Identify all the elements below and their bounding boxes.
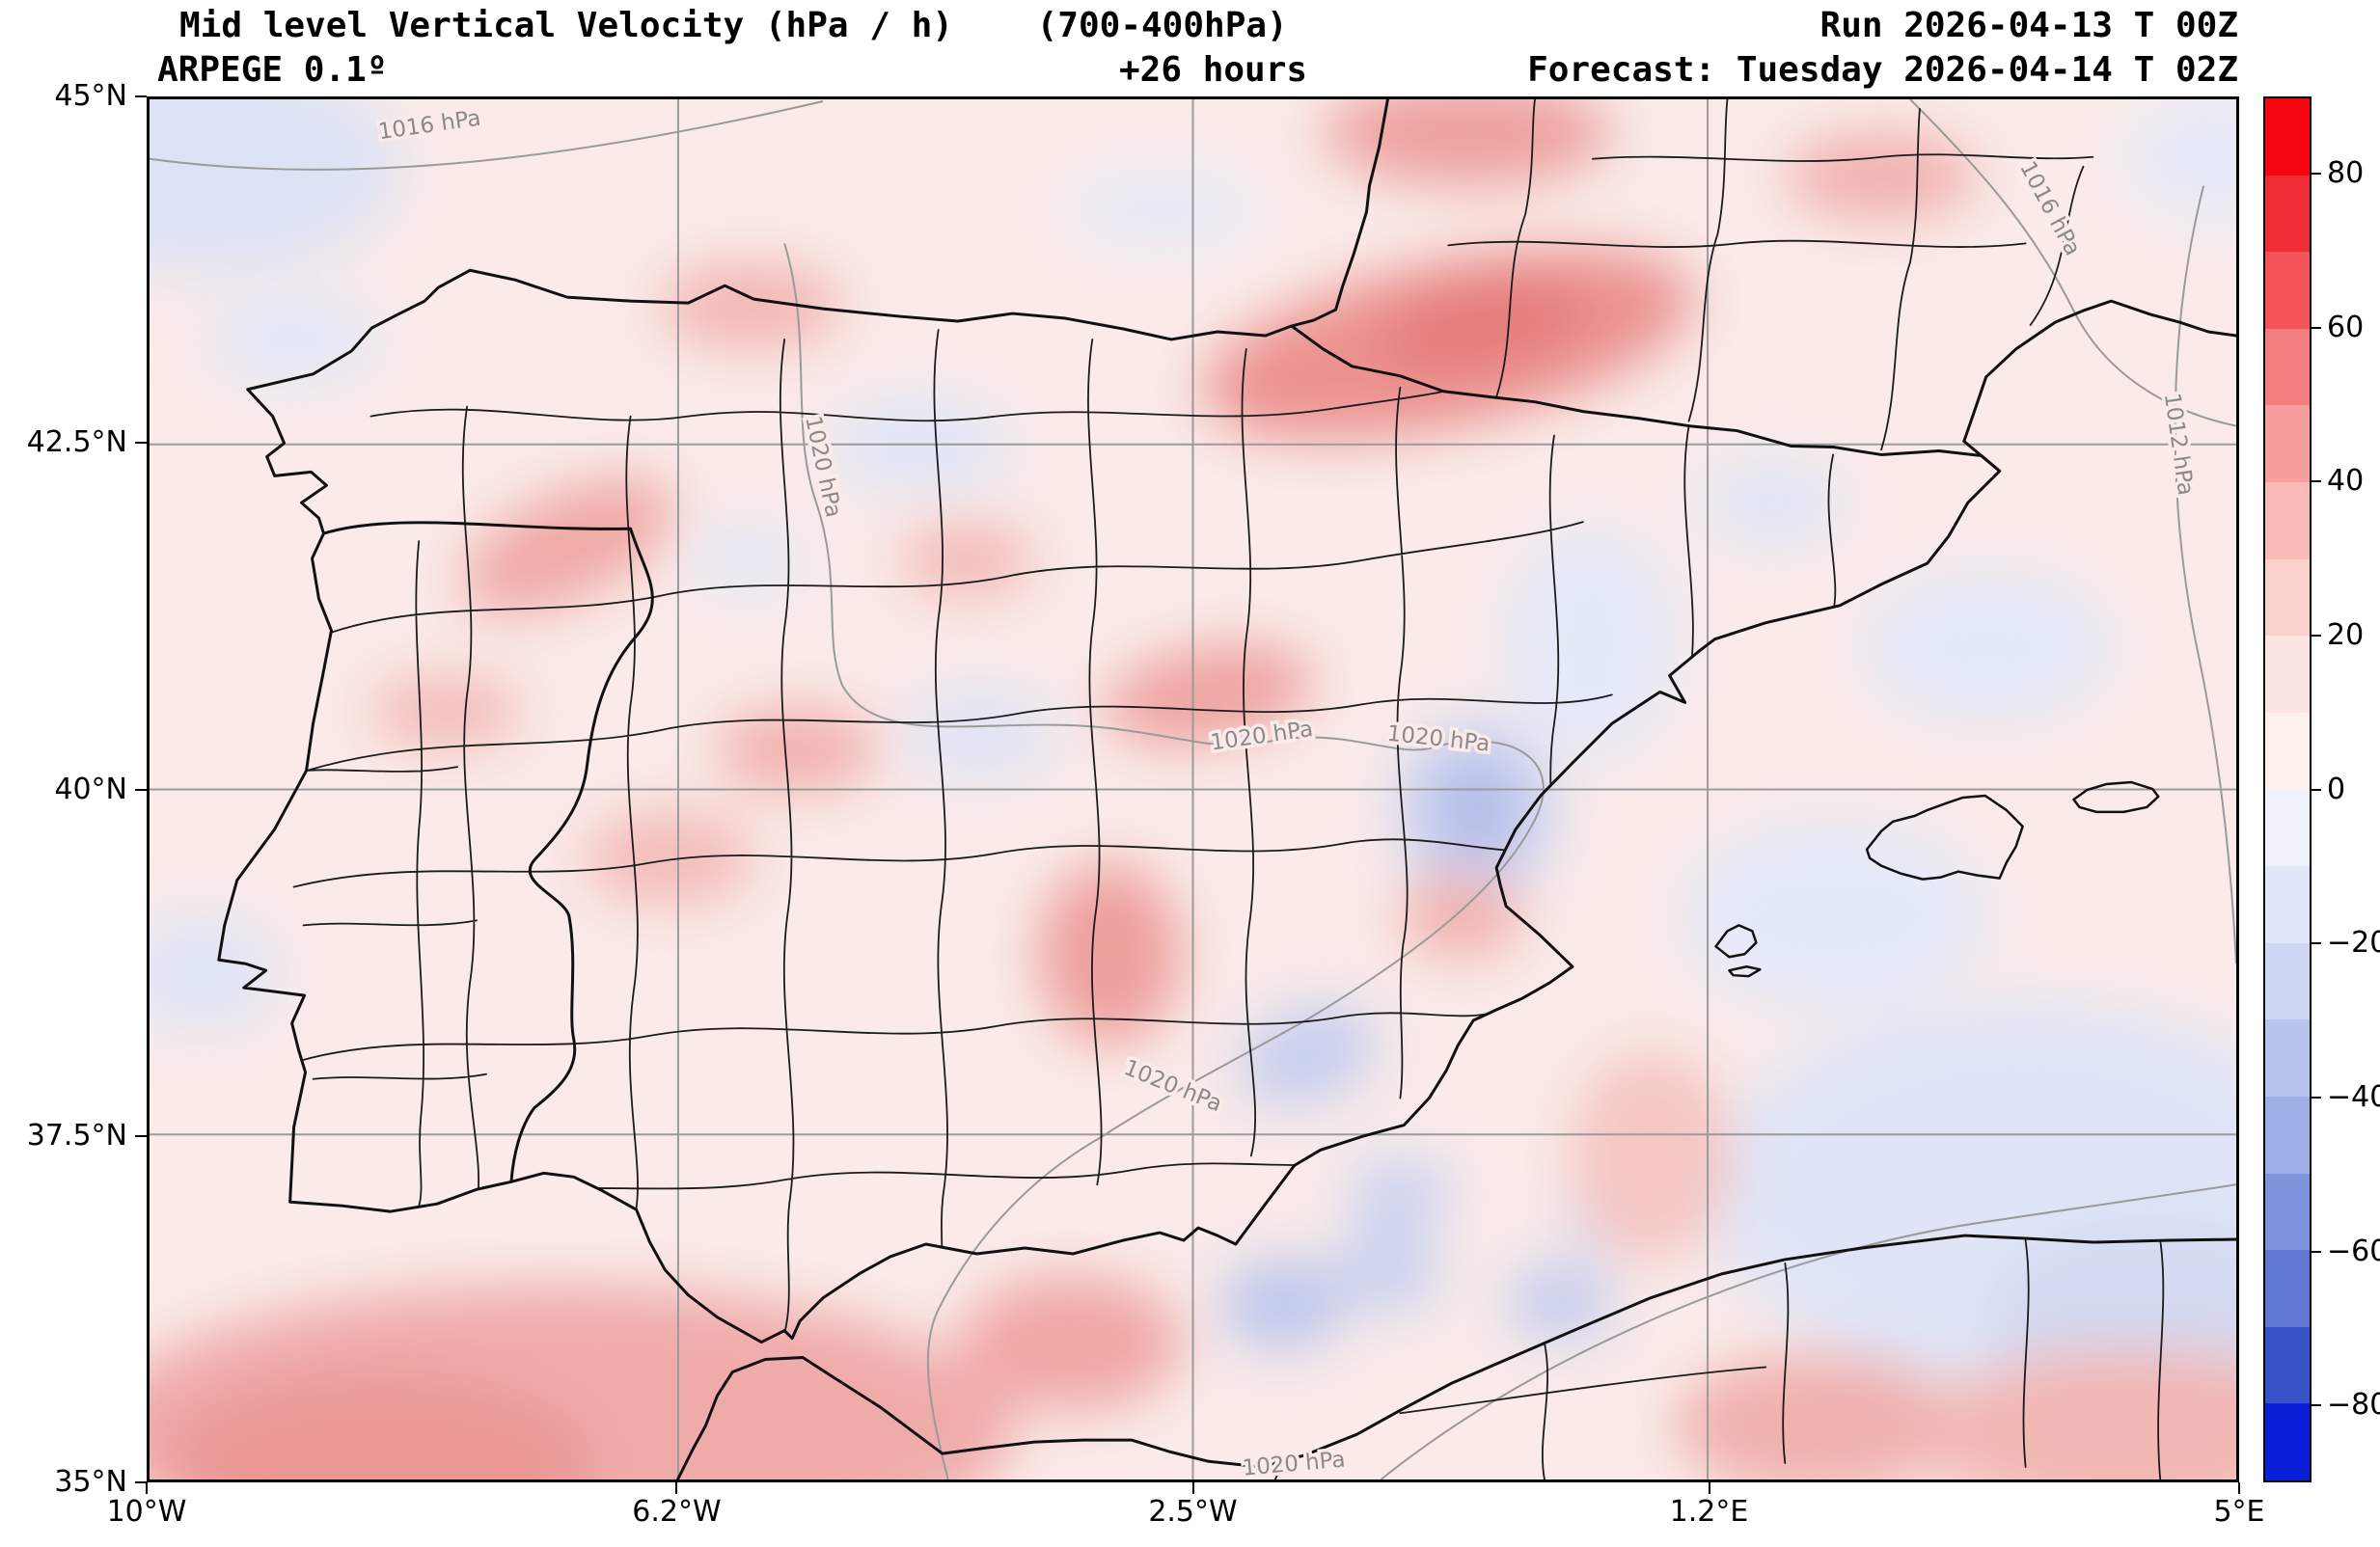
x-tick-mark (675, 1482, 678, 1494)
y-tick-mark (135, 442, 147, 445)
france-atlantic-coastline (1290, 99, 1389, 328)
colorbar-segment (2265, 252, 2310, 329)
gridlines (150, 99, 2236, 1479)
forecast-datetime-label: Forecast: Tuesday 2026-04-14 T 02Z (1527, 50, 2238, 90)
x-tick-label: 10°W (106, 1495, 187, 1529)
y-tick-label: 37.5°N (26, 1118, 127, 1153)
y-tick-label: 42.5°N (26, 425, 127, 460)
colorbar-tick-mark (2312, 1250, 2321, 1253)
chart-title: Mid level Vertical Velocity (hPa / h) (7… (179, 6, 1288, 45)
colorbar-segment (2265, 1019, 2310, 1097)
colorbar-tick-mark (2312, 1096, 2321, 1099)
colorbar-segment (2265, 1403, 2310, 1480)
colorbar-tick-label: 60 (2327, 310, 2365, 344)
run-datetime-label: Run 2026-04-13 T 00Z (1819, 6, 2238, 45)
balearic-islands-coastline (1714, 780, 2160, 978)
velocity-field-blobs (150, 99, 2236, 1479)
colorbar-tick-label: −60 (2327, 1234, 2380, 1268)
x-tick-label: 5°E (2213, 1495, 2265, 1529)
africa-coastline (675, 1234, 2236, 1479)
map-boundaries (217, 99, 2236, 1479)
y-tick-mark (135, 95, 147, 97)
x-tick-mark (1191, 1482, 1194, 1494)
colorbar-segment (2265, 942, 2310, 1020)
portugal-spain-border (322, 521, 654, 1183)
colorbar-segment (2265, 636, 2310, 713)
colorbar-tick-mark (2312, 788, 2321, 791)
y-tick-mark (135, 1481, 147, 1483)
colorbar-segment (2265, 789, 2310, 867)
x-tick-mark (1708, 1482, 1710, 1494)
colorbar-tick-label: 40 (2327, 464, 2365, 499)
colorbar-segment (2265, 558, 2310, 637)
colorbar-tick-label: −80 (2327, 1388, 2380, 1423)
iberia-coastline (217, 268, 2002, 1344)
x-tick-mark (2238, 1482, 2240, 1494)
map-plot-area: 1016 hPa 1016 hPa 1012 hPa 1020 hPa 1020 hPa… (147, 96, 2239, 1482)
colorbar-tick-label: 80 (2327, 155, 2365, 190)
y-tick-mark (135, 788, 147, 791)
colorbar-segment (2265, 712, 2310, 790)
colorbar-tick-mark (2312, 326, 2321, 329)
x-tick-mark (146, 1482, 148, 1494)
x-tick-label: 2.5°W (1148, 1495, 1238, 1529)
colorbar-segment (2265, 98, 2310, 176)
colorbar-segment (2265, 482, 2310, 559)
colorbar-tick-label: 20 (2327, 617, 2365, 652)
pressure-contour-lines (150, 99, 2236, 1479)
colorbar-segment (2265, 328, 2310, 406)
colorbar-segment (2265, 1250, 2310, 1327)
colorbar-segment (2265, 1326, 2310, 1404)
y-tick-mark (135, 1134, 147, 1137)
colorbar-segment (2265, 1173, 2310, 1251)
colorbar-segment (2265, 1096, 2310, 1174)
x-tick-label: 6.2°W (632, 1495, 722, 1529)
colorbar-tick-label: −20 (2327, 926, 2380, 961)
x-tick-label: 1.2°E (1669, 1495, 1749, 1529)
province-boundaries-africa (1273, 1239, 2165, 1479)
colorbar-tick-mark (2312, 942, 2321, 945)
colorbar-tick-mark (2312, 172, 2321, 175)
colorbar-tick-mark (2312, 480, 2321, 483)
colorbar-segment (2265, 405, 2310, 483)
colorbar-segment (2265, 866, 2310, 943)
colorbar (2263, 96, 2312, 1482)
y-tick-label: 45°N (54, 79, 127, 113)
colorbar-tick-label: −40 (2327, 1079, 2380, 1114)
colorbar-tick-mark (2312, 1404, 2321, 1407)
colorbar-tick-label: 0 (2327, 772, 2346, 806)
colorbar-tick-mark (2312, 634, 2321, 637)
y-tick-label: 40°N (54, 772, 127, 806)
department-boundaries-france (1447, 99, 2094, 451)
y-tick-label: 35°N (54, 1465, 127, 1499)
colorbar-segment (2265, 175, 2310, 253)
model-label: ARPEGE 0.1º (157, 50, 388, 90)
lead-time-label: +26 hours (1119, 50, 1308, 90)
province-boundaries-iberia (292, 329, 1837, 1335)
france-mediterranean-coastline (1962, 299, 2236, 473)
